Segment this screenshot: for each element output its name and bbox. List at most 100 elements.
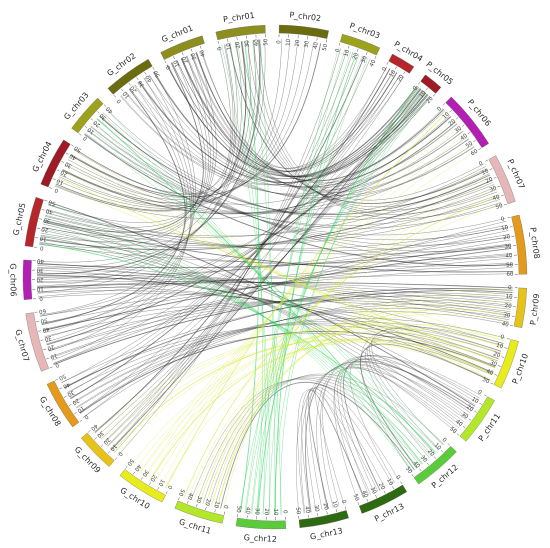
chromosome-segment-g-chr02: [107, 58, 153, 95]
tick-label: 10: [389, 69, 398, 78]
tick-mark: [411, 474, 414, 477]
link-strand: [37, 281, 513, 295]
tick-mark: [87, 430, 91, 433]
tick-mark: [456, 433, 460, 436]
synteny-link: [191, 373, 445, 509]
tick-label: 0: [500, 334, 505, 341]
link-strand: [160, 119, 454, 486]
tick-mark: [392, 486, 395, 490]
link-strand: [43, 247, 512, 332]
link-strand: [37, 226, 508, 283]
link-strand: [129, 88, 470, 198]
tick-mark: [316, 37, 318, 41]
tick-label: 50: [352, 493, 360, 502]
tick-mark: [510, 325, 514, 327]
link-strand: [116, 332, 499, 456]
link-strand: [43, 71, 196, 334]
link-strand: [70, 68, 391, 400]
link-strand: [46, 173, 490, 237]
tick-mark: [317, 513, 319, 517]
tick-mark: [152, 66, 155, 70]
tick-mark: [374, 55, 377, 59]
tick-mark: [375, 494, 377, 498]
tick-label: 0: [54, 361, 60, 368]
link-strand: [39, 244, 512, 264]
tick-mark: [478, 148, 482, 151]
tick-mark: [432, 93, 436, 97]
link-strand: [94, 327, 501, 433]
link-strand: [208, 375, 439, 506]
tick-label: 20: [59, 168, 68, 177]
tick-label: 10: [501, 225, 510, 232]
link-strand: [229, 43, 266, 515]
tick-label: 30: [64, 160, 73, 169]
tick-label: 10: [481, 168, 490, 177]
chromosome-segment-p-chr04: [388, 53, 415, 74]
tick-label: 30: [419, 455, 428, 465]
tick-label: 50: [47, 198, 56, 206]
chromosome-label-p-chr09: P_chr09: [529, 293, 542, 326]
tick-mark: [165, 491, 168, 495]
chromosome-segment-p-chr13: [359, 484, 408, 514]
tick-label: 30: [460, 412, 470, 421]
tick-mark: [497, 185, 501, 188]
synteny-link: [297, 385, 400, 514]
tick-mark: [357, 502, 360, 506]
link-strand: [239, 92, 426, 513]
chromosome-segment-g-chr03: [71, 97, 104, 134]
tick-mark: [196, 503, 198, 507]
tick-mark: [181, 52, 184, 56]
tick-mark: [100, 444, 104, 447]
chromosome-segment-g-chr12: [235, 517, 286, 530]
tick-label: 60: [38, 307, 46, 314]
link-strand: [223, 203, 502, 510]
link-strand: [140, 323, 506, 474]
link-strand: [307, 389, 365, 510]
tick-label: 40: [485, 369, 494, 378]
tick-label: 40: [68, 152, 78, 161]
link-strand: [40, 267, 513, 317]
tick-label: 10: [226, 42, 233, 51]
tick-mark: [49, 366, 53, 369]
tick-label: 30: [43, 334, 52, 342]
tick-mark: [383, 490, 386, 494]
tick-label: 40: [45, 207, 54, 215]
tick-label: 10: [418, 89, 427, 99]
synteny-link: [187, 289, 513, 509]
tick-mark: [49, 187, 53, 189]
tick-label: 20: [448, 118, 458, 127]
tick-mark: [426, 462, 430, 466]
chromosome-segment-p-chr08: [511, 214, 528, 275]
tick-label: 10: [55, 177, 64, 186]
chromosome-segment-g-chr05: [24, 197, 44, 248]
link-strand: [42, 227, 427, 461]
tick-label: 30: [66, 389, 75, 398]
link-strand: [90, 126, 508, 241]
link-strand: [40, 85, 188, 316]
tick-mark: [449, 110, 452, 113]
link-strand: [64, 72, 397, 389]
link-strand: [70, 45, 232, 198]
tick-mark: [59, 387, 63, 390]
chromosome-segment-g-chr09: [81, 432, 115, 467]
tick-label: 20: [377, 482, 386, 491]
chromosome-segment-g-chr04: [40, 139, 71, 188]
link-strand: [40, 89, 422, 317]
tick-label: 20: [503, 234, 511, 241]
link-strand: [43, 220, 422, 465]
tick-mark: [94, 437, 97, 440]
tick-label: 20: [92, 118, 102, 127]
link-strand: [240, 40, 260, 513]
tick-label: 50: [465, 140, 475, 149]
chromosome-segment-p-chr05: [420, 74, 442, 94]
link-strand: [62, 121, 456, 215]
link-strand: [41, 229, 461, 426]
tick-mark: [43, 348, 47, 351]
tick-label: 0: [340, 499, 347, 505]
tick-label: 30: [42, 216, 51, 224]
tick-mark: [440, 450, 444, 453]
tick-label: 30: [36, 267, 44, 273]
link-strand: [37, 273, 513, 288]
chromosome-segment-p-chr06: [445, 96, 489, 148]
tick-label: 40: [412, 460, 421, 470]
